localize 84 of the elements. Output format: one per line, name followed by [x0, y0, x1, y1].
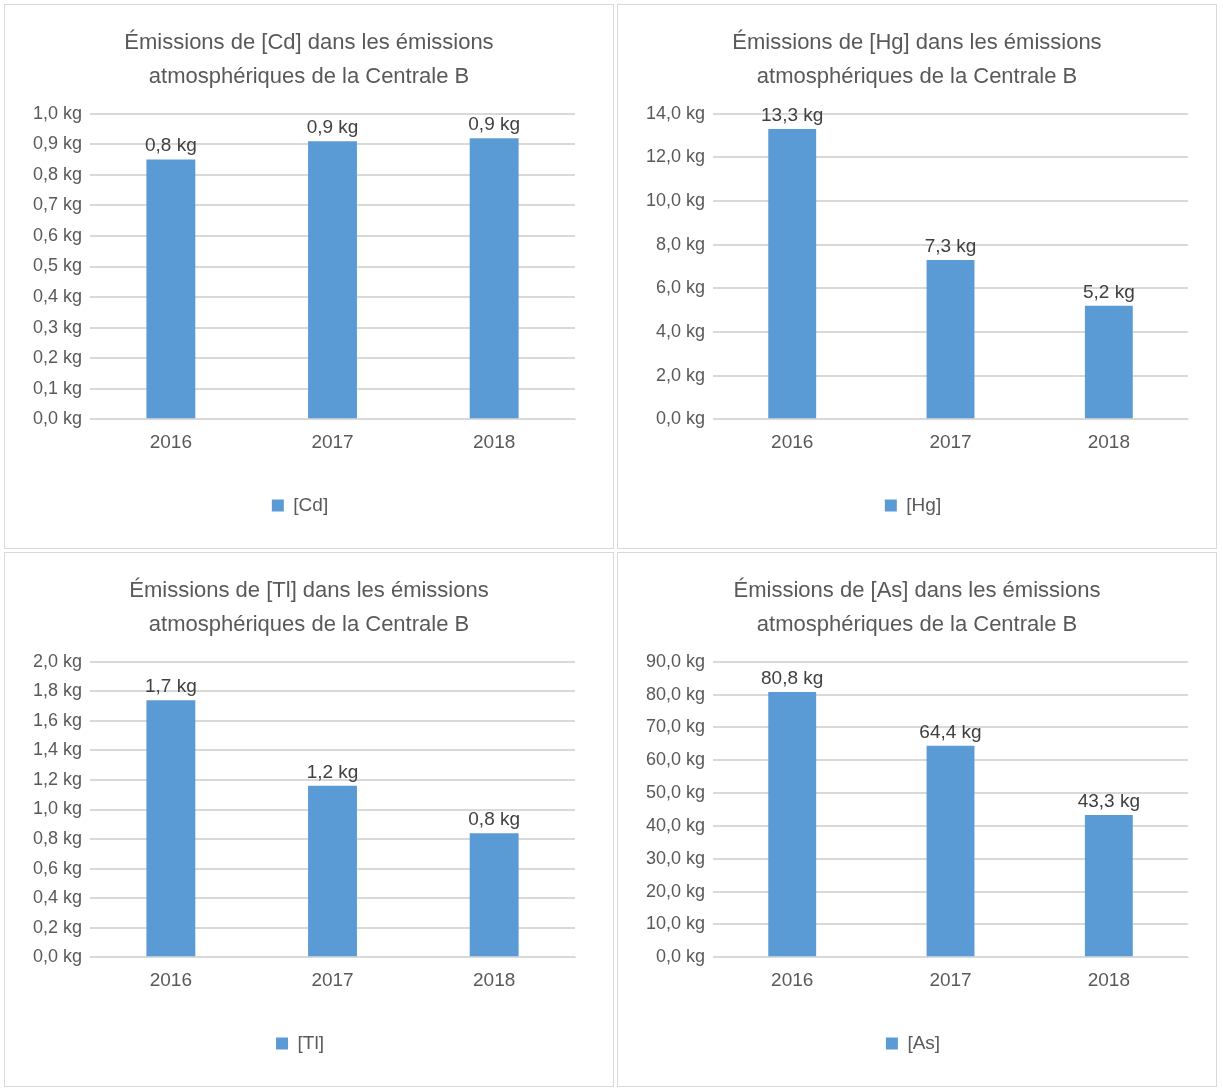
- x-tick-label: 2017: [311, 430, 354, 452]
- y-tick-label: 10,0 kg: [646, 913, 706, 934]
- bar: [308, 785, 357, 957]
- x-tick-label: 2017: [929, 430, 972, 452]
- legend-label: [Hg]: [906, 493, 942, 515]
- data-label: 43,3 kg: [1077, 789, 1140, 811]
- data-label: 7,3 kg: [924, 234, 977, 256]
- y-tick-label: 50,0 kg: [646, 782, 706, 803]
- bar: [469, 138, 519, 419]
- data-label: 80,8 kg: [761, 666, 824, 688]
- bar: [926, 745, 975, 957]
- y-tick-label: 0,9 kg: [32, 133, 83, 154]
- x-tick-label: 2016: [771, 430, 814, 452]
- x-tick-label: 2018: [1087, 968, 1130, 990]
- data-label: 64,4 kg: [919, 720, 982, 742]
- x-tick-label: 2018: [1087, 430, 1130, 452]
- bar: [469, 833, 519, 957]
- x-tick-label: 2016: [149, 430, 192, 452]
- x-tick-label: 2018: [473, 430, 516, 452]
- data-label: 0,8 kg: [144, 134, 197, 156]
- bar: [146, 700, 196, 957]
- data-label: 0,9 kg: [468, 112, 521, 134]
- chart-title: Émissions de [Hg] dans les émissions atmosphériques de la Centrale B: [731, 28, 1103, 90]
- y-tick-label: 0,0 kg: [32, 408, 83, 429]
- y-tick-label: 0,8 kg: [32, 163, 83, 184]
- y-tick-label: 1,0 kg: [32, 798, 83, 819]
- legend-label: [Cd]: [293, 493, 329, 515]
- y-tick-label: 80,0 kg: [646, 683, 706, 704]
- y-tick-label: 20,0 kg: [646, 880, 706, 901]
- y-tick-label: 0,4 kg: [32, 887, 83, 908]
- y-tick-label: 0,6 kg: [32, 224, 83, 245]
- x-tick-label: 2017: [929, 968, 972, 990]
- y-tick-label: 1,0 kg: [32, 102, 83, 123]
- y-tick-label: 1,2 kg: [32, 768, 83, 789]
- x-tick-label: 2016: [771, 968, 814, 990]
- legend-label: [Tl]: [297, 1031, 324, 1053]
- chart-title: Émissions de [As] dans les émissions atmosphériques de la Centrale B: [732, 576, 1102, 638]
- y-tick-label: 70,0 kg: [646, 716, 706, 737]
- data-label: 0,9 kg: [306, 116, 359, 138]
- bar: [146, 159, 196, 419]
- y-tick-label: 60,0 kg: [646, 749, 706, 770]
- bar: [308, 141, 357, 419]
- bar: [1084, 815, 1133, 957]
- y-tick-label: 1,4 kg: [32, 739, 83, 760]
- y-tick-label: 0,8 kg: [32, 828, 83, 849]
- data-label: 1,2 kg: [306, 760, 359, 782]
- data-label: 0,8 kg: [468, 807, 521, 829]
- y-tick-label: 1,6 kg: [32, 709, 83, 730]
- y-tick-label: 90,0 kg: [646, 650, 706, 671]
- y-tick-label: 30,0 kg: [646, 847, 706, 868]
- y-tick-label: 0,2 kg: [32, 916, 83, 937]
- bar: [768, 129, 817, 419]
- bar: [768, 692, 817, 957]
- y-tick-label: 0,7 kg: [32, 194, 83, 215]
- data-label: 1,7 kg: [144, 674, 197, 696]
- y-tick-label: 0,0 kg: [656, 946, 706, 967]
- y-tick-label: 6,0 kg: [656, 277, 706, 298]
- bar: [1084, 305, 1133, 419]
- y-tick-label: 0,4 kg: [32, 286, 83, 307]
- y-tick-label: 40,0 kg: [646, 814, 706, 835]
- y-tick-label: 14,0 kg: [646, 102, 706, 123]
- bar: [926, 259, 975, 419]
- y-tick-label: 1,8 kg: [32, 680, 83, 701]
- chart-title: Émissions de [Cd] dans les émissions atmosphériques de la Centrale B: [123, 28, 495, 90]
- x-tick-label: 2018: [473, 968, 516, 990]
- x-tick-label: 2016: [149, 968, 192, 990]
- y-tick-label: 2,0 kg: [32, 650, 83, 671]
- y-tick-label: 0,1 kg: [32, 377, 83, 398]
- y-tick-label: 0,5 kg: [32, 255, 83, 276]
- y-tick-label: 4,0 kg: [656, 320, 706, 341]
- y-tick-label: 0,6 kg: [32, 857, 83, 878]
- legend-label: [As]: [907, 1031, 941, 1053]
- y-tick-label: 0,0 kg: [32, 946, 83, 967]
- data-label: 13,3 kg: [761, 103, 824, 125]
- data-label: 5,2 kg: [1082, 280, 1135, 302]
- y-tick-label: 8,0 kg: [656, 233, 706, 254]
- y-tick-label: 0,2 kg: [32, 347, 83, 368]
- y-tick-label: 10,0 kg: [646, 190, 706, 211]
- x-tick-label: 2017: [311, 968, 354, 990]
- y-tick-label: 0,0 kg: [656, 408, 706, 429]
- chart-title: Émissions de [Tl] dans les émissions atmosphériques de la Centrale B: [128, 576, 490, 638]
- y-tick-label: 2,0 kg: [656, 364, 706, 385]
- y-tick-label: 0,3 kg: [32, 316, 83, 337]
- y-tick-label: 12,0 kg: [646, 146, 706, 167]
